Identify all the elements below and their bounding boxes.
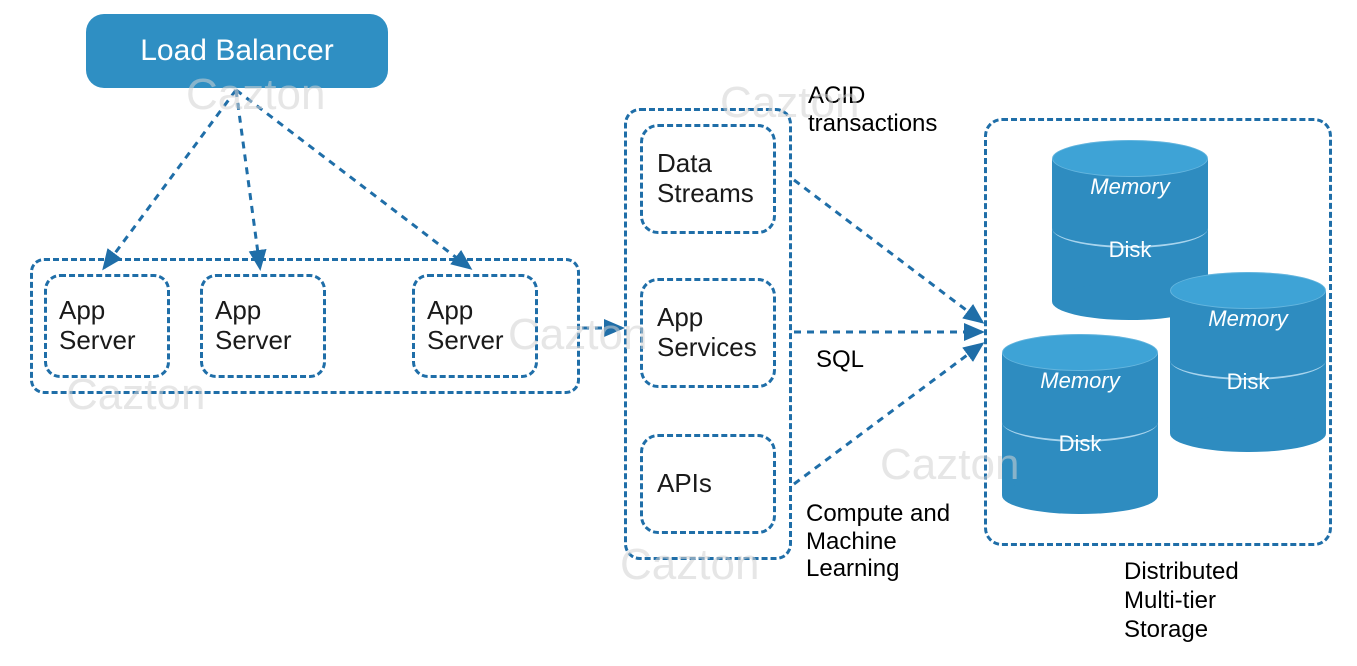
service-label: Data Streams bbox=[657, 149, 754, 209]
service-label: App Services bbox=[657, 303, 757, 363]
load-balancer-box: Load Balancer bbox=[86, 14, 388, 88]
edge-label: Compute and Machine Learning bbox=[806, 500, 950, 583]
cylinder-disk-label: Disk bbox=[1052, 237, 1208, 263]
edge-label: SQL bbox=[816, 346, 864, 374]
storage-cylinder: Memory Disk bbox=[1170, 272, 1326, 452]
arrow bbox=[794, 180, 982, 322]
service-box: Data Streams bbox=[640, 124, 776, 234]
app-server-box: App Server bbox=[200, 274, 326, 378]
edge-label: ACID transactions bbox=[808, 82, 937, 137]
load-balancer-label: Load Balancer bbox=[140, 34, 333, 68]
cylinder-memory-label: Memory bbox=[1170, 306, 1326, 332]
cylinder-disk-label: Disk bbox=[1002, 431, 1158, 457]
cylinder-memory-label: Memory bbox=[1002, 368, 1158, 394]
storage-cylinder: Memory Disk bbox=[1002, 334, 1158, 514]
app-server-box: App Server bbox=[412, 274, 538, 378]
service-label: APIs bbox=[657, 469, 712, 499]
cylinder-memory-label: Memory bbox=[1052, 174, 1208, 200]
arrow bbox=[236, 90, 260, 268]
storage-caption: Distributed Multi-tier Storage bbox=[1124, 558, 1239, 644]
service-box: App Services bbox=[640, 278, 776, 388]
app-server-box: App Server bbox=[44, 274, 170, 378]
cylinder-disk-label: Disk bbox=[1170, 369, 1326, 395]
app-server-label: App Server bbox=[427, 296, 504, 356]
app-server-label: App Server bbox=[59, 296, 136, 356]
arrow bbox=[236, 90, 470, 268]
arrow bbox=[104, 90, 236, 268]
app-server-label: App Server bbox=[215, 296, 292, 356]
service-box: APIs bbox=[640, 434, 776, 534]
